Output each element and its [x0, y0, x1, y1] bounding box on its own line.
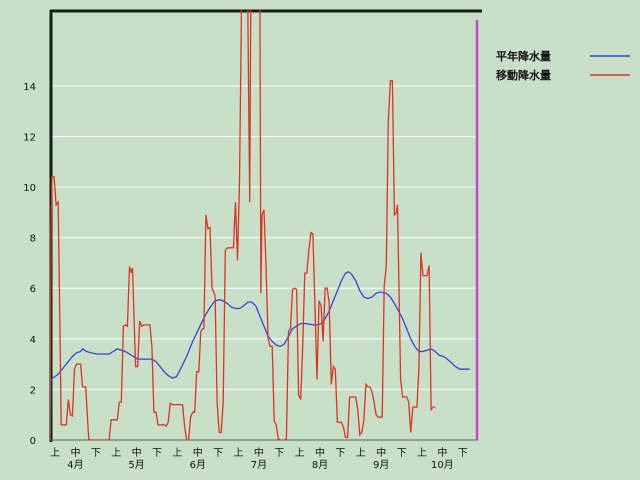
x-axis-ticks: 上中下上中下上中下上中下上中下上中下上中下4月 5月 6月 7月 8月 9月 10月 — [50, 446, 468, 471]
x-tick-label: 下 — [397, 448, 407, 459]
x-tick-label: 中 — [132, 446, 142, 459]
y-tick-label: 10 — [23, 183, 36, 194]
x-tick-label: 下 — [274, 448, 284, 459]
x-tick-label: 中 — [193, 446, 203, 459]
month-label: 5月 — [128, 459, 144, 471]
legend-label-moving: 移動降水量 — [496, 68, 551, 82]
x-tick-label: 上 — [50, 447, 60, 459]
x-tick-label: 上 — [111, 447, 121, 459]
x-tick-label: 中 — [70, 446, 80, 459]
x-tick-label: 中 — [254, 446, 264, 459]
grid — [50, 85, 478, 390]
month-label: 6月 — [190, 459, 206, 471]
x-tick-label: 上 — [295, 447, 305, 459]
plot-area — [50, 10, 482, 440]
legend-label-normal: 平年降水量 — [496, 49, 551, 63]
month-label: 8月 — [312, 459, 328, 471]
x-tick-label: 下 — [213, 448, 223, 459]
month-label: 10月 — [431, 459, 454, 471]
y-axis-ticks: 0 2 4 6 8 10 12 14 — [23, 82, 36, 447]
series-line-normal — [50, 271, 470, 440]
month-label: 9月 — [373, 459, 389, 471]
series-line-moving — [50, 10, 436, 440]
series-group — [50, 10, 470, 440]
y-tick-label: 12 — [23, 132, 36, 143]
x-tick-label: 下 — [152, 448, 162, 459]
x-tick-label: 中 — [376, 446, 386, 459]
y-tick-label: 2 — [30, 385, 36, 396]
axes — [49, 9, 482, 442]
y-tick-label: 4 — [30, 335, 36, 346]
legend: 平年降水量 移動降水量 — [496, 49, 630, 82]
x-tick-label: 中 — [437, 446, 447, 459]
x-tick-label: 下 — [91, 448, 101, 459]
y-tick-label: 6 — [30, 284, 36, 295]
x-tick-label: 下 — [458, 448, 468, 459]
x-tick-label: 上 — [417, 447, 427, 459]
x-tick-label: 中 — [315, 446, 325, 459]
x-tick-label: 上 — [356, 447, 366, 459]
x-tick-label: 上 — [234, 447, 244, 459]
x-tick-label: 下 — [335, 448, 345, 459]
x-tick-label: 上 — [172, 447, 182, 459]
month-label: 4月 — [67, 459, 83, 471]
y-tick-label: 8 — [30, 234, 36, 245]
y-tick-label: 0 — [30, 436, 36, 447]
y-tick-label: 14 — [23, 82, 36, 93]
month-label: 7月 — [251, 459, 267, 471]
